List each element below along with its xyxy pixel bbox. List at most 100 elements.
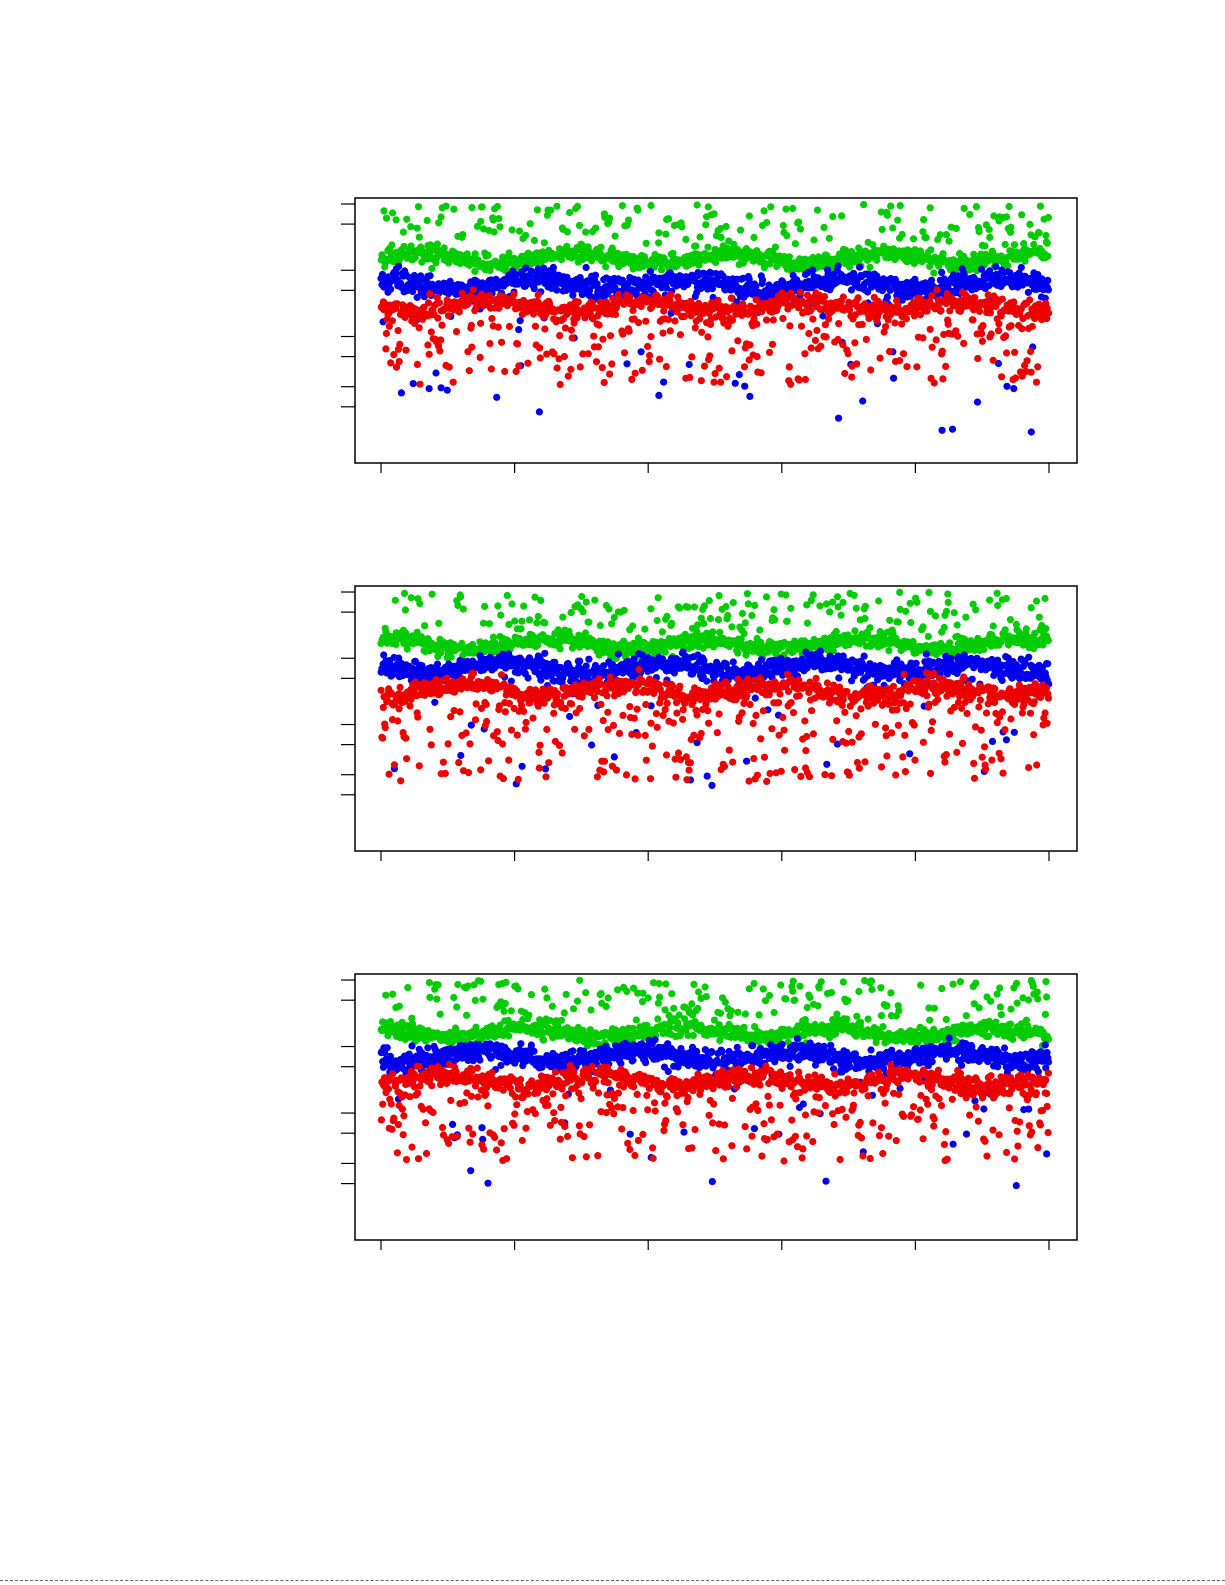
data-point — [661, 648, 669, 656]
data-point — [669, 249, 677, 257]
data-point — [942, 607, 951, 616]
data-point — [944, 590, 952, 598]
data-point — [494, 323, 502, 331]
data-point — [668, 619, 676, 628]
data-point — [611, 232, 619, 240]
data-point — [497, 611, 505, 619]
data-point — [986, 596, 994, 604]
data-point — [442, 202, 450, 210]
data-point — [854, 294, 862, 302]
data-point — [1026, 296, 1034, 304]
data-point — [861, 602, 870, 610]
data-point — [809, 315, 817, 323]
data-point — [481, 602, 489, 611]
data-point — [994, 601, 1002, 610]
data-point — [767, 203, 775, 211]
data-point — [844, 350, 852, 358]
data-point — [954, 332, 962, 340]
data-point — [1018, 325, 1026, 333]
data-point — [605, 605, 613, 613]
data-point — [608, 360, 616, 368]
data-point — [400, 242, 408, 251]
data-point — [524, 674, 532, 682]
data-point — [471, 250, 479, 258]
data-point — [436, 347, 444, 355]
data-point — [388, 317, 396, 325]
data-point — [823, 760, 831, 768]
data-point — [468, 204, 476, 212]
data-point — [771, 243, 780, 251]
data-point — [1032, 378, 1041, 386]
data-point — [573, 202, 582, 210]
data-point — [620, 349, 629, 357]
data-point — [676, 331, 685, 339]
data-point — [489, 216, 497, 224]
data-point — [887, 202, 895, 210]
data-point — [817, 342, 825, 350]
data-point — [665, 215, 673, 223]
data-point — [416, 380, 424, 388]
data-point — [477, 217, 485, 225]
data-point — [533, 619, 541, 627]
data-point — [579, 608, 587, 616]
data-point — [400, 589, 409, 598]
data-point — [998, 295, 1007, 303]
data-point — [1035, 229, 1043, 237]
data-point — [856, 263, 864, 271]
data-point — [642, 317, 650, 325]
data-point — [594, 343, 603, 351]
data-point — [765, 348, 774, 356]
data-point — [1027, 428, 1035, 436]
data-point — [950, 609, 958, 617]
data-point — [762, 316, 771, 324]
data-point — [431, 698, 439, 706]
data-point — [869, 241, 877, 249]
data-point — [988, 737, 997, 746]
data-point — [647, 333, 655, 341]
data-point — [1027, 604, 1035, 612]
data-point — [582, 263, 590, 272]
data-point — [972, 606, 980, 614]
data-point — [993, 589, 1001, 597]
data-point — [553, 286, 561, 294]
data-point — [541, 765, 550, 773]
data-point — [712, 258, 720, 267]
data-point — [783, 232, 791, 240]
data-point — [919, 228, 927, 236]
data-point — [697, 377, 705, 385]
data-point — [829, 598, 837, 606]
data-point — [715, 364, 723, 372]
data-point — [655, 229, 663, 237]
data-point — [801, 375, 810, 384]
data-point — [642, 239, 650, 247]
data-point — [644, 342, 652, 351]
data-point — [691, 324, 699, 332]
data-point — [465, 367, 473, 375]
data-point — [399, 228, 407, 236]
data-point — [1042, 625, 1050, 633]
data-point — [434, 314, 442, 322]
data-point — [708, 781, 716, 790]
data-point — [837, 611, 845, 619]
data-point — [938, 268, 946, 276]
data-point — [973, 398, 982, 406]
data-point — [428, 590, 436, 598]
data-point — [922, 234, 930, 242]
data-point — [602, 263, 610, 271]
data-point — [624, 216, 633, 224]
data-point — [1002, 594, 1010, 603]
data-point — [953, 621, 961, 629]
data-point — [906, 599, 914, 607]
data-point — [922, 650, 930, 658]
data-point — [676, 604, 684, 612]
data-point — [866, 624, 874, 632]
data-point — [885, 347, 894, 356]
data-point — [413, 360, 421, 368]
data-point — [647, 201, 655, 210]
data-point — [710, 210, 718, 218]
data-point — [662, 363, 670, 371]
data-point — [495, 215, 503, 223]
data-point — [478, 203, 486, 211]
data-point — [896, 588, 904, 597]
data-point — [740, 363, 749, 371]
